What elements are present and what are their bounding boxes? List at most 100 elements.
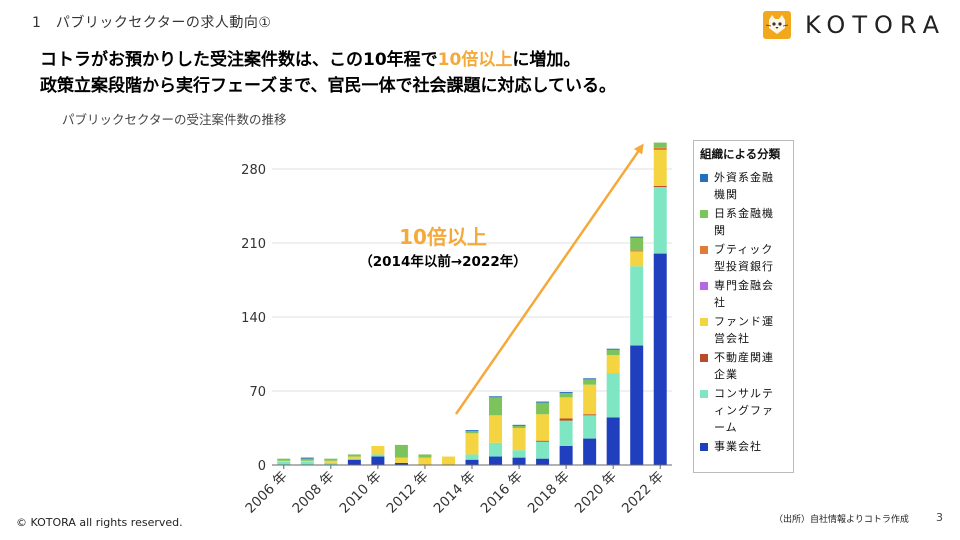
bar-segment-2019 bbox=[583, 438, 597, 465]
legend-label: ファンド運 営会社 bbox=[714, 315, 774, 345]
legend-swatch bbox=[700, 443, 708, 451]
headline-line-1: コトラがお預かりした受注案件数は、この10年程で10倍以上に増加。 bbox=[40, 47, 616, 73]
headline-line-1-post: に増加。 bbox=[512, 50, 581, 70]
bar-segment-2014 bbox=[465, 459, 479, 465]
bar-segment-2021 bbox=[630, 251, 644, 267]
bar-segment-2011 bbox=[394, 444, 408, 458]
bar-segment-2016 bbox=[512, 457, 526, 465]
bar-segment-2020 bbox=[606, 417, 620, 465]
bar-segment-2008 bbox=[324, 458, 338, 461]
legend-swatch bbox=[700, 174, 708, 182]
bar-segment-2011 bbox=[394, 457, 408, 463]
legend-item: 事業会社 bbox=[700, 438, 787, 455]
bar-segment-2022 bbox=[653, 253, 667, 465]
bar-segment-2022 bbox=[653, 149, 667, 186]
x-tick-label: 2006 年 bbox=[242, 469, 290, 517]
legend-item: 外資系金融 機関 bbox=[700, 169, 787, 203]
bar-segment-2016 bbox=[512, 424, 526, 426]
copyright: © KOTORA all rights reserved. bbox=[16, 516, 183, 529]
bar-segment-2006 bbox=[277, 461, 291, 465]
bar-segment-2020 bbox=[606, 349, 620, 356]
bar-segment-2021 bbox=[630, 266, 644, 346]
bars-layer bbox=[277, 142, 667, 465]
bar-segment-2010 bbox=[371, 445, 385, 455]
chart-subcaption: パブリックセクターの受注案件数の推移 bbox=[62, 112, 287, 127]
bar-segment-2013 bbox=[441, 456, 455, 465]
bar-segment-2018 bbox=[559, 392, 573, 394]
legend-label: コンサルテ ィングファ ーム bbox=[714, 387, 774, 434]
bar-segment-2022 bbox=[653, 142, 667, 148]
bar-segment-2017 bbox=[536, 440, 550, 442]
bar-segment-2009 bbox=[347, 459, 361, 465]
bar-segment-2015 bbox=[489, 415, 503, 443]
bar-segment-2020 bbox=[606, 355, 620, 374]
y-tick-label: 70 bbox=[249, 385, 266, 400]
bar-segment-2008 bbox=[324, 460, 338, 463]
bar-segment-2017 bbox=[536, 402, 550, 415]
x-tick-label: 2022 年 bbox=[619, 469, 667, 517]
annotation-small: （2014年以前→2022年） bbox=[359, 253, 526, 270]
logo-cat-icon bbox=[763, 11, 791, 39]
bar-segment-2021 bbox=[630, 237, 644, 251]
bar-segment-2019 bbox=[583, 379, 597, 385]
bar-segment-2017 bbox=[536, 441, 550, 459]
bar-segment-2014 bbox=[465, 430, 479, 432]
y-tick-label: 140 bbox=[241, 311, 266, 326]
bar-segment-2011 bbox=[394, 462, 408, 465]
legend-label: 専門金融会 社 bbox=[714, 279, 774, 309]
bar-segment-2012 bbox=[418, 454, 432, 458]
legend-swatch bbox=[700, 246, 708, 254]
headline: コトラがお預かりした受注案件数は、この10年程で10倍以上に増加。 政策立案段階… bbox=[40, 47, 616, 99]
bar-segment-2018 bbox=[559, 420, 573, 446]
headline-line-1-pre: コトラがお預かりした受注案件数は、この10年程で bbox=[40, 50, 438, 70]
section-title: 1 パブリックセクターの求人動向① bbox=[32, 15, 272, 31]
growth-arrow bbox=[454, 143, 644, 415]
chart-legend: 組織による分類 外資系金融 機関 日系金融機 関ブティック 型投資銀行 専門金融会 … bbox=[693, 140, 794, 473]
headline-line-2: 政策立案段階から実行フェーズまで、官民一体で社会課題に対応している。 bbox=[40, 76, 616, 96]
bar-segment-2008 bbox=[324, 462, 338, 465]
bar-segment-2020 bbox=[606, 348, 620, 350]
bar-segment-2021 bbox=[630, 250, 644, 252]
legend-swatch bbox=[700, 210, 708, 218]
bar-segment-2015 bbox=[489, 456, 503, 465]
bar-segment-2007 bbox=[300, 458, 314, 461]
bar-segment-2014 bbox=[465, 431, 479, 434]
bar-segment-2017 bbox=[536, 414, 550, 441]
x-tick-label: 2008 年 bbox=[289, 469, 337, 517]
x-tick-label: 2018 年 bbox=[525, 469, 573, 517]
bar-segment-2022 bbox=[653, 186, 667, 254]
annotation-big: 10倍以上 bbox=[399, 225, 487, 249]
bar-segment-2018 bbox=[559, 418, 573, 421]
bar-segment-2015 bbox=[489, 397, 503, 416]
x-tick-label: 2014 年 bbox=[431, 469, 479, 517]
legend-swatch bbox=[700, 390, 708, 398]
bar-segment-2016 bbox=[512, 428, 526, 451]
bar-segment-2019 bbox=[583, 415, 597, 439]
bar-segment-2006 bbox=[277, 460, 291, 462]
bar-segment-2007 bbox=[300, 460, 314, 462]
legend-item: 不動産関連 企業 bbox=[700, 349, 787, 383]
x-tick-label: 2020 年 bbox=[572, 469, 620, 517]
bar-segment-2015 bbox=[489, 442, 503, 457]
x-tick-label: 2012 年 bbox=[384, 469, 432, 517]
bar-segment-2018 bbox=[559, 445, 573, 465]
logo-text: KOTORA bbox=[805, 11, 946, 39]
legend-item: 専門金融会 社 bbox=[700, 277, 787, 311]
legend-swatch bbox=[700, 282, 708, 290]
legend-title: 組織による分類 bbox=[700, 147, 781, 161]
bar-segment-2021 bbox=[630, 345, 644, 465]
source-note: （出所）自社情報よりコトラ作成 bbox=[774, 515, 909, 525]
bar-segment-2007 bbox=[300, 457, 314, 459]
bar-segment-2021 bbox=[630, 236, 644, 238]
legend-item: コンサルテ ィングファ ーム bbox=[700, 385, 787, 436]
legend-label: 外資系金融 機関 bbox=[714, 171, 774, 201]
y-tick-label: 210 bbox=[241, 237, 266, 252]
bar-segment-2007 bbox=[300, 461, 314, 465]
bar-segment-2019 bbox=[583, 378, 597, 380]
legend-label: ブティック 型投資銀行 bbox=[714, 243, 774, 273]
legend-item: ファンド運 営会社 bbox=[700, 313, 787, 347]
bar-segment-2014 bbox=[465, 433, 479, 455]
bar-segment-2009 bbox=[347, 456, 361, 459]
bar-segment-2020 bbox=[606, 373, 620, 418]
bar-segment-2016 bbox=[512, 450, 526, 458]
